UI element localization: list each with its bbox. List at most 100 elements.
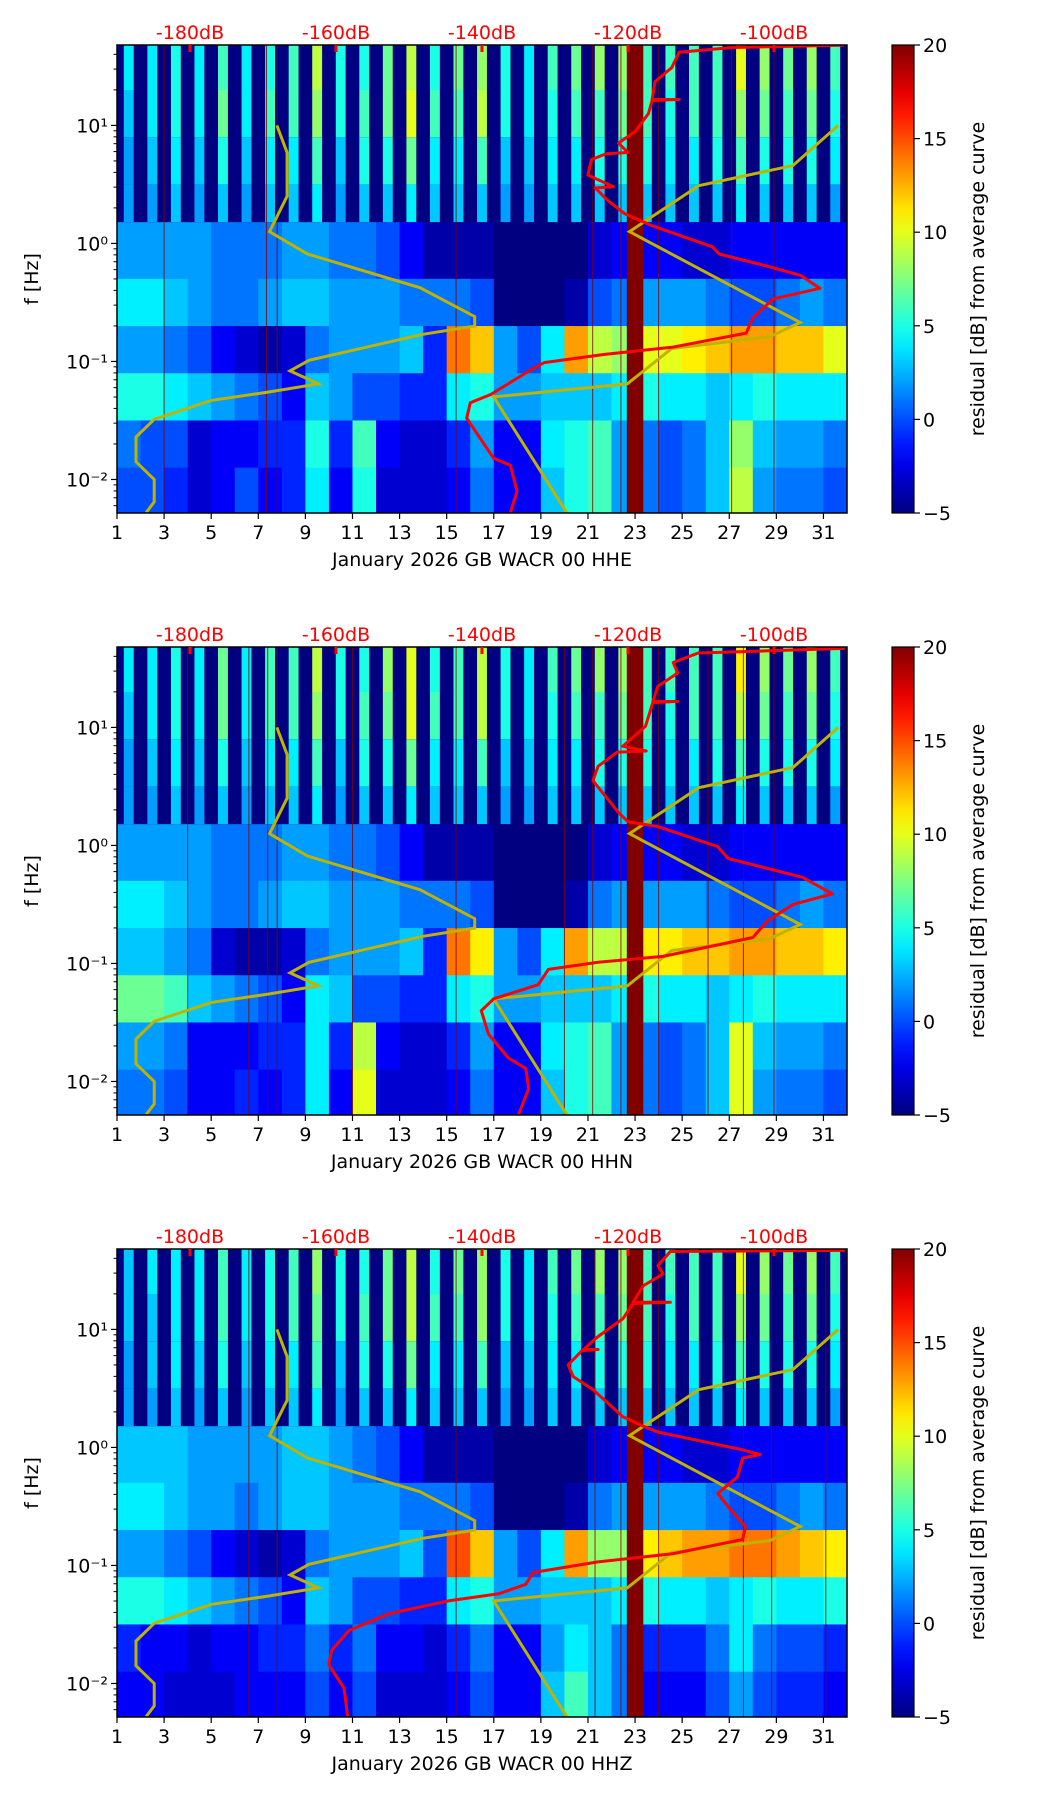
heatmap-cell	[682, 1530, 707, 1578]
heatmap-cell	[164, 420, 189, 469]
heatmap-cell	[705, 975, 730, 1023]
heatmap-cell	[729, 1577, 754, 1625]
heatmap-cell	[312, 1293, 323, 1342]
heatmap-cell	[705, 1577, 730, 1625]
heatmap-cell	[806, 691, 817, 740]
heatmap-cell	[540, 373, 565, 421]
heatmap-cell	[288, 1341, 299, 1389]
heatmap-cell	[752, 824, 777, 882]
heatmap-cell	[665, 89, 676, 138]
heatmap-cell	[587, 1069, 613, 1115]
heatmap-cell	[806, 786, 817, 825]
heatmap-cell	[799, 222, 824, 280]
heatmap-cell	[524, 184, 535, 223]
heatmap-cell	[241, 786, 252, 825]
heatmap-cell	[823, 1022, 847, 1071]
heatmap-cell	[658, 1482, 683, 1531]
heatmap-cell	[211, 1022, 236, 1071]
heatmap-cell	[665, 1341, 676, 1389]
heatmap-cell	[140, 880, 165, 929]
heatmap-cell	[194, 89, 205, 138]
heatmap-cell	[234, 880, 259, 929]
heatmap-cell	[281, 1671, 306, 1717]
heatmap-cell	[164, 880, 189, 929]
heatmap-cell	[117, 222, 142, 280]
colorbar-gradient	[891, 44, 915, 514]
heatmap-cell	[547, 786, 558, 825]
heatmap-cell	[587, 928, 613, 976]
x-tick-label: 15	[435, 1726, 459, 1748]
heatmap-cell	[587, 326, 613, 374]
heatmap-cell	[234, 222, 259, 280]
heatmap-cell	[234, 1671, 259, 1717]
y-tick-label: 10⁻¹	[66, 1555, 108, 1577]
heatmap-cell	[218, 137, 228, 185]
heatmap-cell	[736, 1293, 746, 1342]
heatmap-cell	[736, 89, 746, 138]
heatmap-cell	[265, 45, 276, 90]
heatmap-cell	[446, 928, 471, 976]
heatmap-cell	[500, 137, 511, 185]
data-gap-column	[626, 1249, 644, 1717]
heatmap-cell	[164, 1426, 189, 1484]
heatmap-cell	[688, 137, 699, 185]
heatmap-cell	[453, 45, 464, 90]
heatmap-cell	[453, 1249, 464, 1294]
heatmap-cell	[382, 1293, 393, 1342]
heatmap-cell	[759, 1388, 770, 1427]
heatmap-cell	[752, 1624, 777, 1673]
heatmap-cell	[194, 1388, 205, 1427]
heatmap-cell	[729, 373, 754, 421]
heatmap-cell	[429, 184, 440, 223]
x-tick-label: 27	[717, 1726, 741, 1748]
heatmap-cell	[799, 467, 824, 513]
heatmap-cell	[682, 1577, 707, 1625]
heatmap-cell	[352, 467, 377, 513]
heatmap-cell	[571, 1293, 582, 1342]
x-tick-label: 1	[111, 1726, 123, 1748]
y-tick-label: 10⁻¹	[66, 351, 108, 373]
heatmap-cell	[682, 1482, 707, 1531]
heatmap-cell	[776, 1624, 801, 1673]
heatmap-cell	[359, 1293, 370, 1342]
x-tick-label: 23	[623, 1726, 647, 1748]
heatmap-cell	[540, 1022, 565, 1071]
heatmap-cell	[399, 420, 424, 469]
heatmap-cell	[830, 647, 841, 692]
heatmap-cell	[776, 467, 801, 513]
colorbar-label: residual [dB] from average curve	[967, 1326, 989, 1641]
heatmap-cell	[288, 739, 299, 787]
heatmap-cell	[641, 647, 652, 692]
heatmap-cell	[429, 137, 440, 185]
heatmap-cell	[830, 1249, 841, 1294]
heatmap-cell	[688, 45, 699, 90]
heatmap-cell	[500, 45, 511, 90]
heatmap-cell	[164, 824, 189, 882]
heatmap-cell	[187, 1671, 212, 1717]
heatmap-cell	[736, 137, 746, 185]
heatmap-cell	[540, 1577, 565, 1625]
heatmap-cell	[682, 420, 707, 469]
heatmap-cell	[729, 1530, 754, 1578]
heatmap-cell	[305, 1530, 330, 1578]
heatmap-cell	[493, 278, 518, 327]
heatmap-cell	[658, 1022, 683, 1071]
heatmap-cell	[170, 1388, 181, 1427]
heatmap-cell	[147, 647, 158, 692]
heatmap-cell	[493, 1671, 518, 1717]
heatmap-cell	[618, 45, 629, 90]
heatmap-cell	[729, 1069, 754, 1115]
heatmap-cell	[705, 467, 730, 513]
x-tick-label: 7	[252, 1726, 264, 1748]
heatmap-cell	[446, 1069, 471, 1115]
heatmap-cell	[705, 824, 730, 882]
heatmap-cell	[187, 326, 212, 374]
heatmap-cell	[123, 647, 134, 692]
heatmap-cell	[382, 647, 393, 692]
heatmap-cell	[665, 691, 676, 740]
heatmap-cell	[729, 1624, 754, 1673]
heatmap-cell	[187, 467, 212, 513]
heatmap-cell	[123, 184, 134, 223]
y-tick-label: 10⁻²	[66, 469, 108, 491]
heatmap-cell	[312, 137, 323, 185]
